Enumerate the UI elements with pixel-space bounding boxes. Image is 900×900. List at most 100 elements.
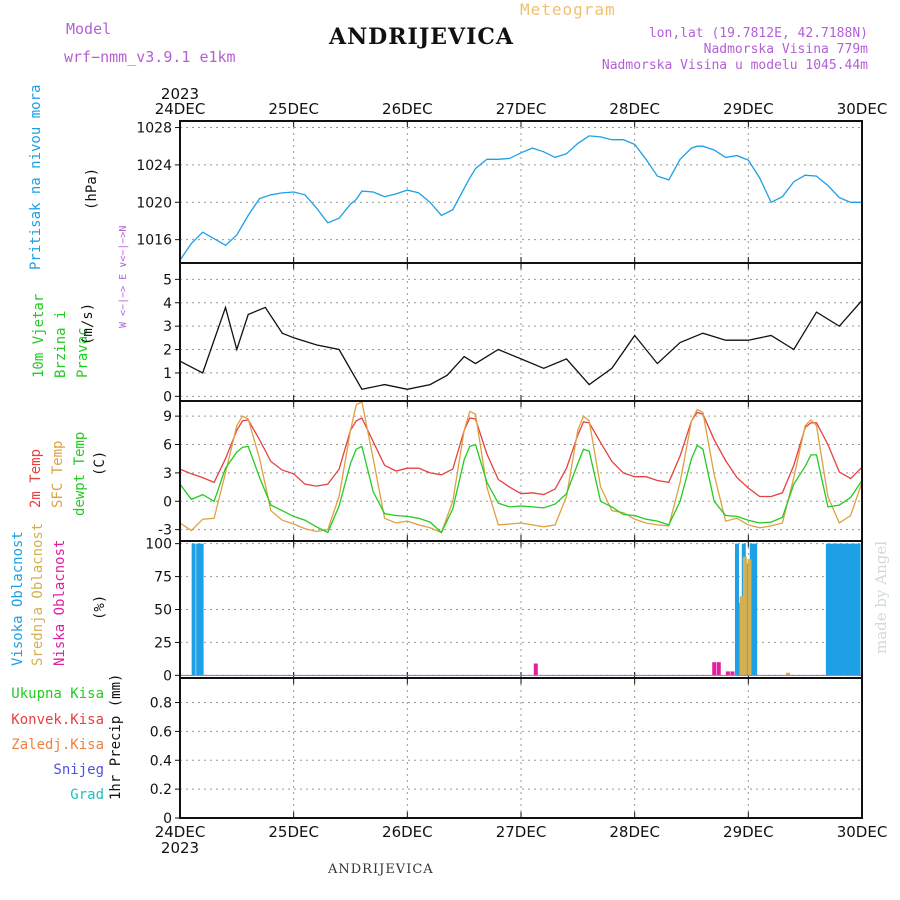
legend-total-rain: Ukupna Kisa (11, 686, 104, 702)
model-elevation-text: Nadmorska Visina u modelu 1045.44m (601, 58, 868, 73)
y-tick-label: 4 (163, 296, 172, 312)
model-name: wrf−nmm_v3.9.1 e1km (64, 48, 236, 66)
date-label-top: 28DEC (609, 100, 660, 118)
date-label-bottom: 24DEC (155, 823, 206, 841)
panel-pressure: 1016 1020 1024 1028 (136, 120, 863, 264)
bar-cloud-2 (712, 662, 717, 676)
dewpt-title: dewpt Temp (72, 431, 88, 516)
panel-frame (179, 677, 863, 819)
bar-cloud-0 (839, 543, 844, 676)
sfctemp-title: SFC Temp (50, 440, 66, 508)
y-tick-label: 0 (163, 494, 172, 510)
elevation-text: Nadmorska Visina 779m (703, 42, 868, 57)
bar-cloud-1 (739, 596, 744, 676)
series-line-pressure-0 (179, 135, 862, 261)
bar-cloud-0 (849, 543, 854, 676)
y-tick-label: 0 (163, 389, 172, 405)
panel-cloud: 0 25 50 75 100 (145, 537, 863, 684)
date-label-top: 29DEC (723, 100, 774, 118)
legend-snow: Snijeg (53, 762, 104, 778)
date-label-bottom: 26DEC (382, 823, 433, 841)
meteogram-title: Meteogram (520, 0, 616, 19)
year-label-top: 2023 (161, 85, 199, 103)
bar-cloud-0 (753, 543, 758, 676)
bar-cloud-1 (747, 559, 752, 676)
y-tick-label: 1 (163, 366, 172, 382)
date-label-bottom: 28DEC (609, 823, 660, 841)
date-label-top: 27DEC (496, 100, 547, 118)
panel-precip: 0 0.2 0.4 0.6 0.8 (150, 677, 863, 827)
date-label-top: 25DEC (268, 100, 319, 118)
watermark-text: made by Angel (872, 540, 890, 654)
y-tick-label: 1020 (136, 195, 172, 211)
y-tick-label: -3 (158, 523, 172, 539)
y-tick-label: 25 (154, 635, 172, 651)
date-label-top: 26DEC (382, 100, 433, 118)
y-tick-label: 75 (154, 570, 172, 586)
bar-cloud-0 (734, 543, 739, 676)
bar-cloud-0 (825, 543, 830, 676)
series-line-temperature-2 (179, 443, 863, 534)
y-tick-label: 50 (154, 603, 172, 619)
y-tick-label: 0.4 (150, 753, 172, 769)
bar-cloud-0 (842, 543, 847, 676)
y-tick-label: 3 (163, 319, 172, 335)
bar-cloud-0 (196, 543, 201, 676)
legend-freezing-rain: Zaledj.Kisa (11, 737, 104, 753)
pressure-title: Pritisak na nivou mora (28, 84, 44, 270)
series-line-temperature-1 (179, 400, 863, 534)
y-tick-label: 0.6 (150, 724, 172, 740)
station-title: ANDRIJEVICA (329, 24, 514, 50)
panel-wind: 0 1 2 3 4 5 (163, 262, 863, 405)
footer-station: ANDRIJEVICA (328, 862, 434, 877)
y-tick-label: 9 (163, 409, 172, 425)
bar-cloud-2 (725, 671, 730, 676)
y-tick-label: 1028 (136, 121, 172, 137)
model-label: Model (66, 20, 112, 38)
lonlat-text: lon,lat (19.7812E, 42.7188N) (648, 26, 868, 41)
date-label-bottom: 30DEC (837, 823, 888, 841)
panel-temperature: -3 0 3 6 9 (158, 400, 863, 542)
cloud-high-title: Visoka Oblacnost (10, 531, 26, 666)
y-tick-label: 1024 (136, 158, 172, 174)
bar-cloud-2 (533, 663, 538, 676)
cloud-unit: (%) (92, 594, 108, 620)
cloud-mid-title: Srednja Oblacnost (30, 522, 46, 666)
bar-cloud-0 (191, 543, 196, 676)
y-tick-label: 0.2 (150, 782, 172, 798)
y-tick-label: 6 (163, 438, 172, 454)
legend-convective-rain: Konvek.Kisa (11, 712, 104, 728)
temp-unit: (C) (92, 450, 108, 476)
legend-hail: Grad (70, 787, 104, 803)
bar-cloud-1 (786, 672, 791, 676)
y-tick-label: 0 (163, 811, 172, 827)
bar-cloud-2 (730, 671, 735, 676)
date-label-top: 30DEC (837, 100, 888, 118)
bar-cloud-2 (716, 662, 721, 676)
date-label-bottom: 25DEC (268, 823, 319, 841)
cloud-low-title: Niska Oblacnost (52, 539, 68, 666)
bar-cloud-0 (749, 543, 754, 676)
bar-cloud-0 (832, 543, 837, 676)
bar-cloud-0 (836, 543, 841, 676)
series-line-wind-0 (179, 299, 863, 391)
y-tick-label: 3 (163, 466, 172, 482)
y-tick-label: 100 (145, 537, 172, 553)
bar-cloud-0 (199, 543, 204, 676)
precip-unit: 1hr Precip (mm) (108, 673, 124, 800)
date-label-bottom: 27DEC (496, 823, 547, 841)
bar-cloud-0 (853, 543, 858, 676)
series-line-temperature-0 (179, 411, 863, 498)
y-tick-label: 5 (163, 272, 172, 288)
year-label-bottom: 2023 (161, 839, 199, 857)
panel-frame (179, 262, 863, 402)
y-tick-label: 2 (163, 343, 172, 359)
bar-cloud-0 (856, 543, 861, 676)
y-tick-label: 1016 (136, 233, 172, 249)
bar-cloud-0 (829, 543, 834, 676)
date-label-top: 24DEC (155, 100, 206, 118)
pressure-unit: (hPa) (84, 167, 100, 210)
date-label-bottom: 29DEC (723, 823, 774, 841)
wind-unit: (m/s) (80, 302, 96, 345)
